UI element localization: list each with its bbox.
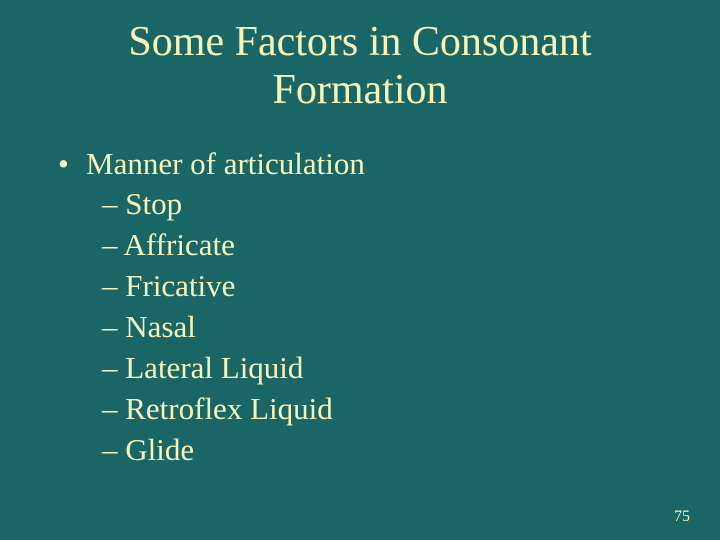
bullet-item: Manner of articulation – Stop – Affricat…	[58, 143, 680, 471]
page-number: 75	[674, 508, 690, 526]
sub-item: – Fricative	[102, 266, 680, 307]
sub-item: – Stop	[102, 184, 680, 225]
slide-container: Some Factors in Consonant Formation Mann…	[0, 0, 720, 540]
sub-item: – Glide	[102, 430, 680, 471]
sub-item: – Nasal	[102, 307, 680, 348]
slide-title: Some Factors in Consonant Formation	[40, 18, 680, 115]
sub-item: – Retroflex Liquid	[102, 389, 680, 430]
sub-list: – Stop – Affricate – Fricative – Nasal –…	[86, 184, 680, 470]
bullet-list: Manner of articulation – Stop – Affricat…	[40, 143, 680, 471]
bullet-label: Manner of articulation	[86, 146, 365, 181]
sub-item: – Affricate	[102, 225, 680, 266]
sub-item: – Lateral Liquid	[102, 348, 680, 389]
